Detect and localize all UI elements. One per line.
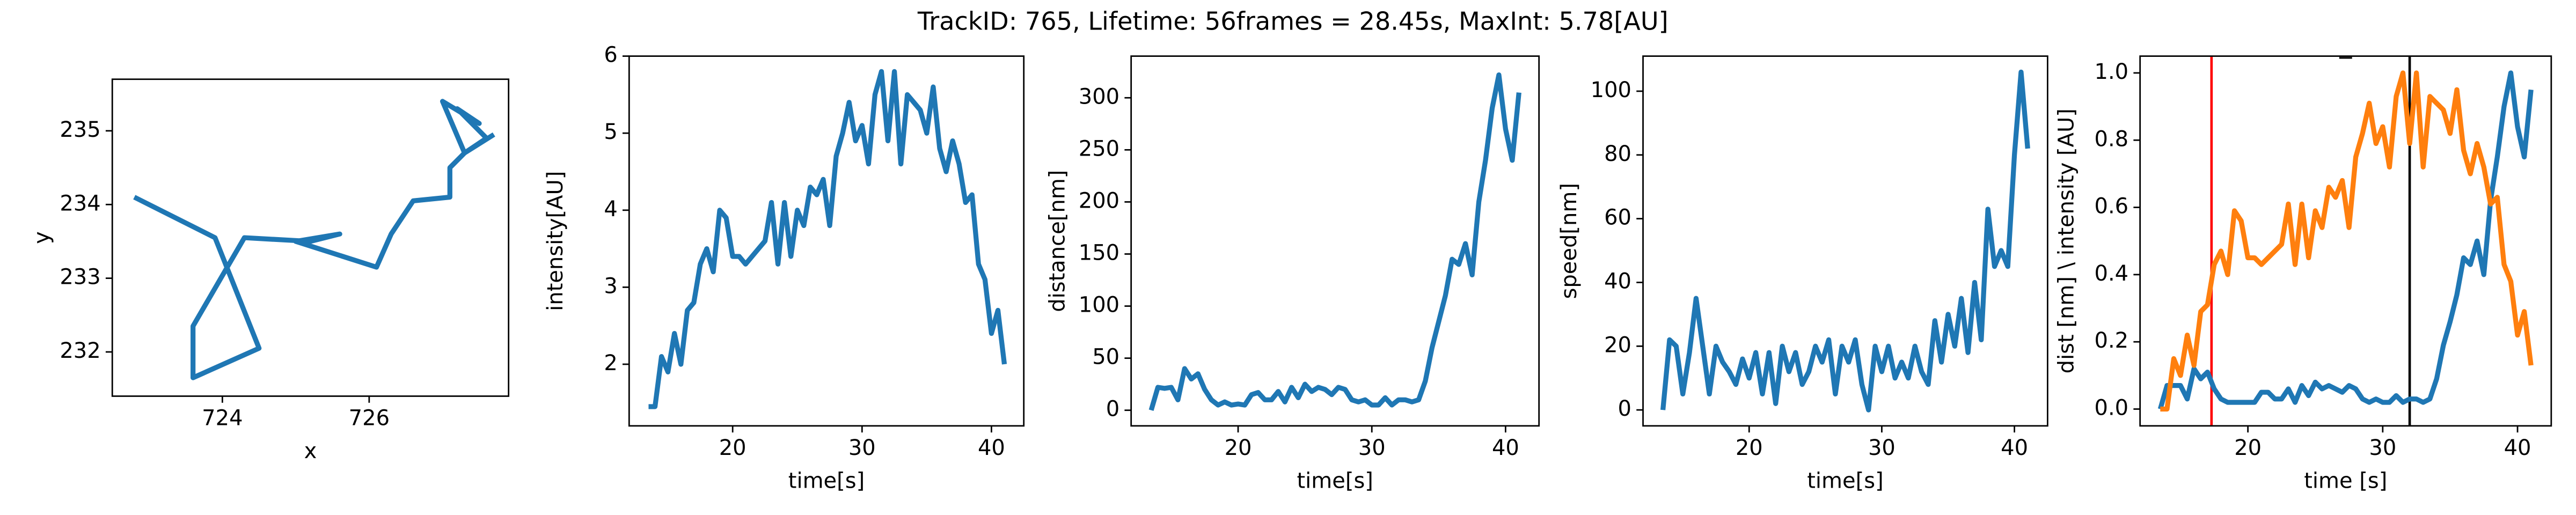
y-tick-label: 233 (60, 265, 100, 290)
y-tick-label: 0.6 (2095, 194, 2129, 219)
x-axis-label: x (304, 439, 317, 464)
y-tick-label: 0 (1106, 397, 1119, 422)
y-tick-label: 0 (1618, 396, 1631, 421)
y-tick-label: 2 (604, 351, 617, 376)
x-tick-label: 30 (2369, 436, 2396, 460)
axes-frame (111, 78, 510, 397)
y-tick-label: 50 (1092, 345, 1119, 370)
x-tick-label: 20 (1225, 436, 1252, 460)
y-tick-label: 0.2 (2095, 328, 2129, 353)
axes-frame (1130, 55, 1540, 427)
data-line (648, 69, 1007, 409)
y-tick-label: 200 (1079, 188, 1119, 213)
y-tick-label: 232 (60, 339, 100, 363)
x-tick-label: 40 (2504, 436, 2531, 460)
x-tick-label: 726 (349, 406, 390, 431)
y-tick-label: 1.0 (2095, 60, 2129, 84)
y-tick-label: 6 (604, 43, 617, 68)
y-tick-label: 235 (60, 117, 100, 142)
y-axis-label: dist [nm] \ intensity [AU] (2054, 108, 2079, 373)
y-tick-label: 300 (1079, 84, 1119, 109)
y-axis-label: speed[nm] (1557, 183, 1582, 299)
x-tick-label: 20 (1736, 436, 1763, 460)
x-tick-label: 40 (978, 436, 1005, 460)
x-axis-label: time[s] (1297, 468, 1373, 493)
figure-title: TrackID: 765, Lifetime: 56frames = 28.45… (917, 7, 1668, 36)
y-tick-label: 3 (604, 274, 617, 298)
y-tick-label: 40 (1604, 269, 1631, 293)
y-tick-label: 80 (1604, 142, 1631, 166)
x-tick-label: 40 (2001, 436, 2028, 460)
data-line (2160, 70, 2534, 412)
y-tick-label: 150 (1079, 240, 1119, 265)
x-tick-label: 30 (848, 436, 876, 460)
y-tick-label: 20 (1604, 333, 1631, 357)
x-tick-label: 20 (2234, 436, 2262, 460)
y-tick-label: 60 (1604, 205, 1631, 230)
x-axis-label: time[s] (1807, 468, 1883, 493)
y-axis-label: y (30, 231, 54, 244)
x-tick-label: 40 (1492, 436, 1519, 460)
data-line (1148, 72, 1521, 411)
axes-title: _ (2339, 30, 2352, 59)
y-axis-label: intensity[AU] (543, 171, 568, 311)
x-tick-label: 30 (1868, 436, 1896, 460)
y-tick-label: 250 (1079, 136, 1119, 161)
data-line (2157, 70, 2534, 410)
axes-frame (628, 55, 1025, 427)
y-tick-label: 100 (1079, 293, 1119, 318)
data-line (1660, 69, 2030, 413)
axes-frame (2139, 55, 2552, 427)
y-tick-label: 0.8 (2095, 127, 2129, 151)
y-axis-label: distance[nm] (1045, 170, 1070, 312)
y-tick-label: 5 (604, 120, 617, 144)
y-tick-label: 0.0 (2095, 396, 2129, 421)
y-tick-label: 234 (60, 191, 100, 216)
x-axis-label: time [s] (2304, 468, 2387, 493)
x-tick-label: 20 (719, 436, 747, 460)
x-tick-label: 30 (1358, 436, 1386, 460)
y-tick-label: 4 (604, 197, 617, 222)
axes-frame (1642, 55, 2048, 427)
x-axis-label: time[s] (788, 468, 865, 493)
x-tick-label: 724 (202, 406, 243, 431)
data-line (133, 99, 495, 380)
y-tick-label: 0.4 (2095, 261, 2129, 286)
y-tick-label: 100 (1591, 78, 1631, 102)
